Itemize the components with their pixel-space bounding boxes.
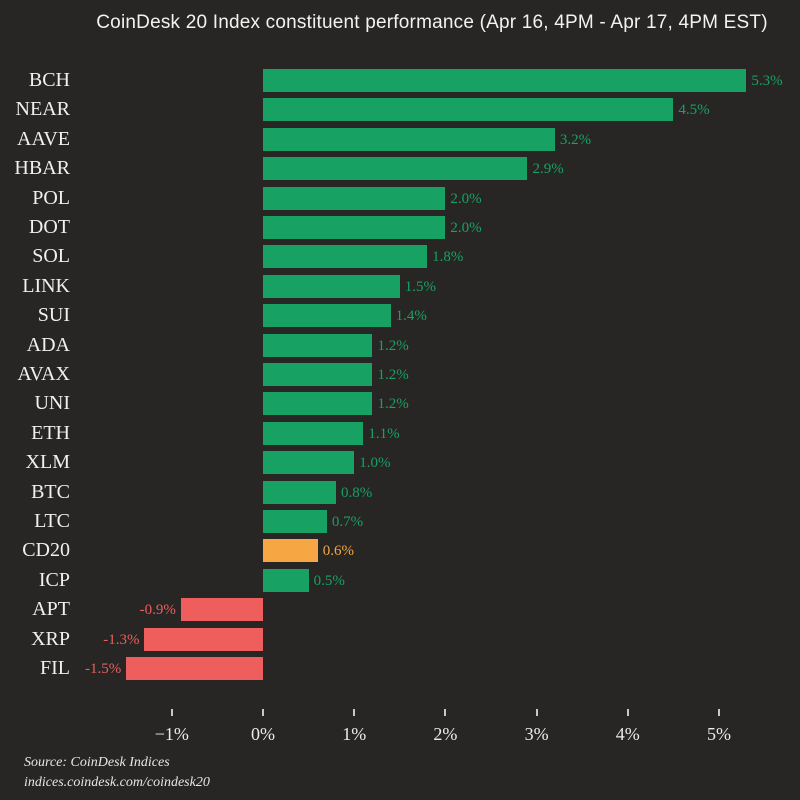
source-line-attribution: Source: CoinDesk Indices [24,755,170,770]
value-label-icp: 0.5% [313,572,345,589]
bar-sol [263,245,428,269]
category-label-icp: ICP [38,568,70,591]
value-label-hbar: 2.9% [532,161,564,178]
bar-avax [263,363,373,386]
bar-sui [263,304,391,328]
bar-link [263,274,400,298]
category-label-xrp: XRP [31,627,70,650]
category-label-bch: BCH [28,69,70,91]
bar-apt [180,598,263,622]
bar-aave [263,127,555,151]
x-axis-tick-mark [718,709,720,716]
value-label-ltc: 0.7% [331,514,364,530]
value-label-near: 4.5% [678,102,710,119]
category-label-hbar: HBAR [14,157,70,180]
x-axis-tick-mark [535,709,538,716]
chart-title: CoinDesk 20 Index constituent performanc… [96,12,768,33]
value-label-dot: 2.0% [450,220,482,236]
bar-uni [263,392,373,416]
category-label-xlm: XLM [25,451,70,474]
category-label-cd20: CD20 [22,539,70,562]
x-axis-tick-mark [262,709,264,716]
value-label-link: 1.5% [404,278,437,295]
category-label-apt: APT [32,598,70,621]
x-axis-tick-label: −1% [154,724,189,744]
bar-cd20 [263,539,318,563]
value-label-bch: 5.3% [751,73,783,89]
value-label-cd20: 0.6% [322,543,354,560]
value-label-pol: 2.0% [450,190,482,207]
value-label-xlm: 1.0% [359,455,391,472]
value-label-xrp: -1.3% [103,631,140,648]
category-label-sol: SOL [32,245,70,268]
x-axis-tick-label: 0% [251,724,275,744]
bar-eth [263,421,364,445]
value-label-sui: 1.4% [395,308,427,325]
x-axis-tick-mark [626,709,629,716]
category-label-dot: DOT [28,216,70,238]
value-label-aave: 3.2% [559,131,592,148]
source-note: Source: CoinDesk Indices indices.coindes… [24,753,210,793]
bar-btc [263,480,336,504]
value-label-uni: 1.2% [377,396,409,413]
bar-near [263,98,674,122]
bar-icp [263,568,309,592]
source-line-url: indices.coindesk.com/coindesk20 [24,775,210,790]
x-axis-tick-label: 3% [524,724,549,744]
bar-pol [263,186,446,210]
category-label-avax: AVAX [17,363,70,385]
x-axis-tick-label: 2% [433,724,458,744]
category-label-btc: BTC [31,480,70,503]
value-label-sol: 1.8% [432,249,464,266]
x-axis-tick-label: 1% [342,724,367,744]
value-label-eth: 1.1% [368,425,400,442]
x-axis-tick-label: 4% [615,724,640,744]
category-label-link: LINK [22,274,70,297]
category-label-uni: UNI [34,392,70,415]
bar-ada [263,333,373,357]
bar-fil [126,657,263,680]
value-label-fil: -1.5% [84,661,122,677]
value-label-avax: 1.2% [377,367,409,383]
value-label-ada: 1.2% [377,337,409,354]
bar-hbar [263,157,528,181]
x-axis-tick-label: 5% [707,724,731,744]
category-label-sui: SUI [37,304,70,327]
category-label-ltc: LTC [34,510,70,532]
bar-bch [263,69,747,92]
category-label-fil: FIL [40,657,70,679]
value-label-apt: -0.9% [139,602,176,619]
category-label-aave: AAVE [17,127,70,150]
bar-xrp [144,627,263,651]
value-label-btc: 0.8% [340,484,373,501]
category-label-eth: ETH [31,421,70,444]
x-axis-tick-mark [444,709,447,716]
x-axis-tick-mark [170,709,173,716]
category-label-ada: ADA [26,333,70,356]
bar-dot [263,216,446,239]
bar-ltc [263,510,327,533]
bar-xlm [263,451,355,475]
category-label-pol: POL [32,186,70,209]
x-axis-tick-mark [353,709,356,716]
category-label-near: NEAR [15,98,70,121]
